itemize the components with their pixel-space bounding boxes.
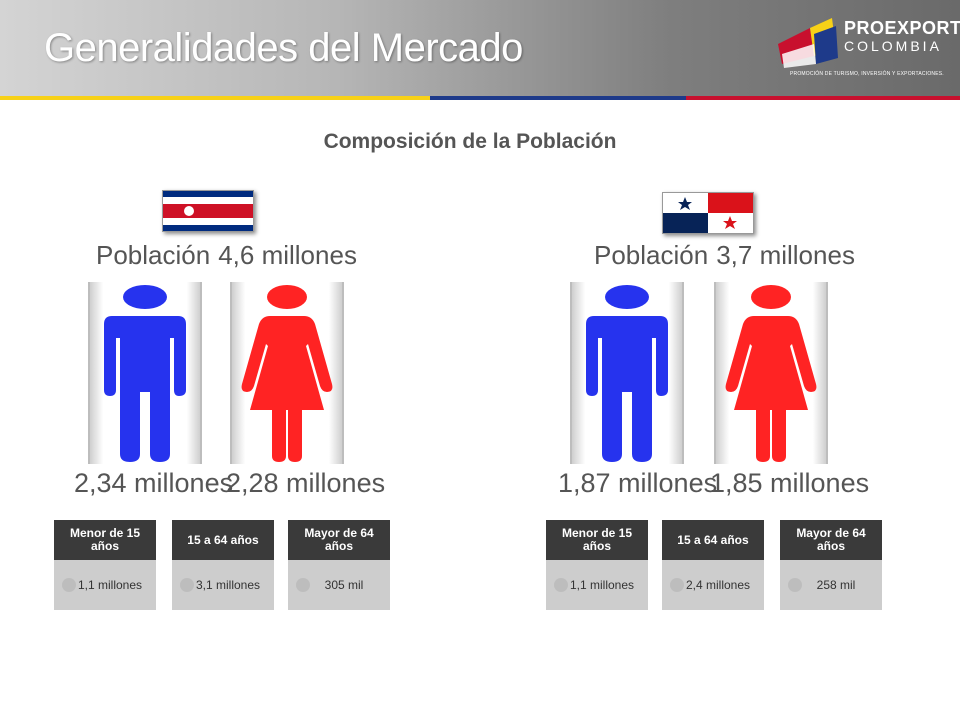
bullet-icon xyxy=(296,578,310,592)
male-icon xyxy=(586,285,668,462)
logo-country: COLOMBIA xyxy=(844,38,942,54)
bullet-icon xyxy=(62,578,76,592)
male-icon xyxy=(104,285,186,462)
male-card-pa xyxy=(570,282,684,464)
age-box-under15-pa: Menor de 15 años 1,1 millones xyxy=(546,520,648,610)
stripe-yellow xyxy=(0,96,430,100)
population-label: Población xyxy=(594,240,709,270)
female-count-cr: 2,28 millones xyxy=(226,468,386,498)
age-box-body: 305 mil xyxy=(288,560,390,610)
age-box-value: 1,1 millones xyxy=(569,577,635,592)
bullet-icon xyxy=(554,578,568,592)
population-pa: Población 3,7 millones xyxy=(594,240,863,271)
age-box-body: 1,1 millones xyxy=(546,560,648,610)
section-subtitle: Composición de la Población xyxy=(323,130,617,153)
age-box-15to64-cr: 15 a 64 años 3,1 millones xyxy=(172,520,274,610)
age-box-value: 2,4 millones xyxy=(685,577,751,592)
age-box-body: 3,1 millones xyxy=(172,560,274,610)
bullet-icon xyxy=(788,578,802,592)
age-box-value: 305 mil xyxy=(324,577,364,592)
age-box-label: Mayor de 64 años xyxy=(780,520,882,560)
age-box-body: 1,1 millones xyxy=(54,560,156,610)
female-card-cr xyxy=(230,282,344,464)
age-box-label: Menor de 15 años xyxy=(546,520,648,560)
logo-house-icon xyxy=(778,18,838,68)
male-card-cr xyxy=(88,282,202,464)
costa-rica-flag-icon xyxy=(162,190,254,232)
male-count-cr: 2,34 millones xyxy=(74,468,234,498)
age-box-label: 15 a 64 años xyxy=(662,520,764,560)
age-box-body: 2,4 millones xyxy=(662,560,764,610)
female-count-pa: 1,85 millones xyxy=(710,468,870,498)
population-value: 4,6 millones xyxy=(218,240,357,270)
age-box-over64-cr: Mayor de 64 años 305 mil xyxy=(288,520,390,610)
age-box-label: 15 a 64 años xyxy=(172,520,274,560)
female-card-pa xyxy=(714,282,828,464)
female-icon xyxy=(725,285,817,462)
proexport-logo: PROEXPORT COLOMBIA PROMOCIÓN DE TURISMO,… xyxy=(774,14,960,80)
age-box-label: Mayor de 64 años xyxy=(288,520,390,560)
bullet-icon xyxy=(670,578,684,592)
logo-name: PROEXPORT xyxy=(844,18,960,38)
age-box-value: 1,1 millones xyxy=(77,577,143,592)
bullet-icon xyxy=(180,578,194,592)
stripe-red xyxy=(686,96,960,100)
age-box-value: 258 mil xyxy=(816,577,856,592)
population-label: Población xyxy=(96,240,211,270)
panama-flag-icon xyxy=(662,192,754,234)
page-title: Generalidades del Mercado xyxy=(44,26,523,70)
age-box-body: 258 mil xyxy=(780,560,882,610)
population-value: 3,7 millones xyxy=(716,240,855,270)
age-box-over64-pa: Mayor de 64 años 258 mil xyxy=(780,520,882,610)
age-box-value: 3,1 millones xyxy=(195,577,261,592)
age-box-15to64-pa: 15 a 64 años 2,4 millones xyxy=(662,520,764,610)
male-count-pa: 1,87 millones xyxy=(558,468,718,498)
population-cr: Población 4,6 millones xyxy=(96,240,365,271)
header-bar: Generalidades del Mercado PROEXPORT COLO… xyxy=(0,0,960,96)
female-icon xyxy=(241,285,333,462)
color-stripes xyxy=(0,96,960,100)
age-box-label: Menor de 15 años xyxy=(54,520,156,560)
age-box-under15-cr: Menor de 15 años 1,1 millones xyxy=(54,520,156,610)
stripe-blue xyxy=(430,96,686,100)
logo-tagline: PROMOCIÓN DE TURISMO, INVERSIÓN Y EXPORT… xyxy=(790,71,944,77)
